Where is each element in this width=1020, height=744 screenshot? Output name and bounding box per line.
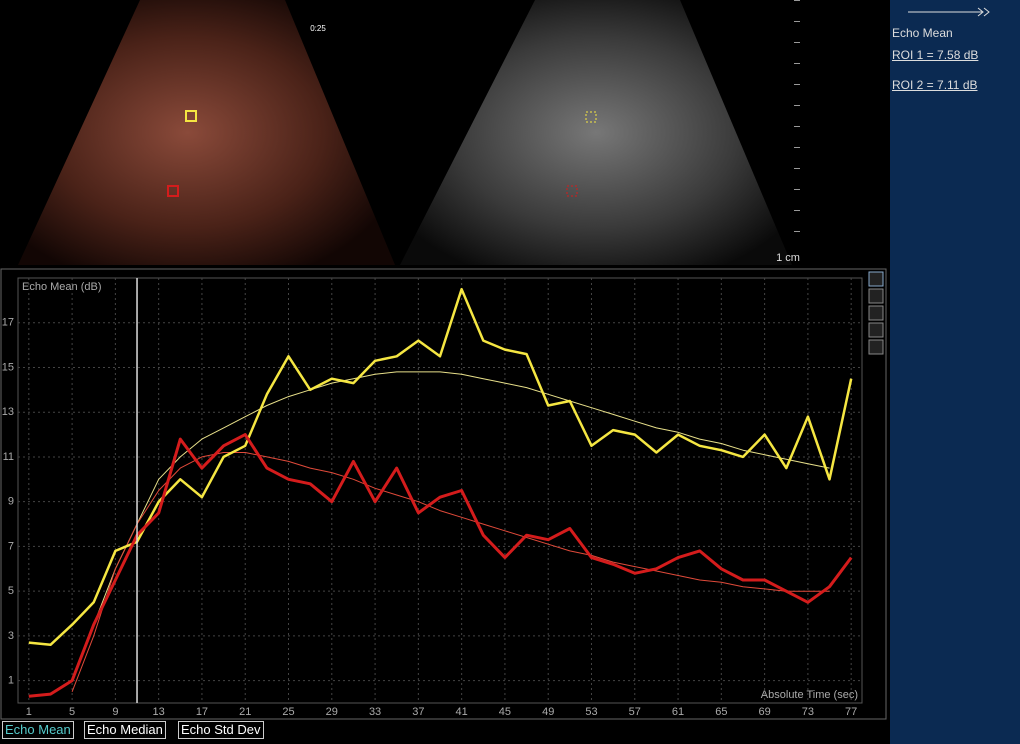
- roi-box: [167, 185, 179, 197]
- x-tick-label: 37: [412, 706, 424, 718]
- series-line: [28, 287, 853, 647]
- x-tick-label: 49: [542, 706, 554, 718]
- toolbar: [868, 271, 884, 355]
- y-tick-label: 11: [3, 451, 14, 463]
- roi-link[interactable]: ROI 2 = 7.11 dB: [892, 78, 978, 92]
- y-tick-label: 3: [8, 630, 14, 642]
- tab[interactable]: Echo Median: [84, 721, 166, 739]
- y-tick-label: 9: [8, 496, 14, 508]
- roi-box: [566, 185, 578, 197]
- x-tick-label: 61: [672, 706, 684, 718]
- series-line: [71, 452, 830, 692]
- x-tick-label: 13: [153, 706, 165, 718]
- y-tick-label: 1: [8, 675, 14, 687]
- side-panel: Echo Mean ROI 1 = 7.58 dB ROI 2 = 7.11 d…: [890, 0, 1020, 744]
- bmode-image: [400, 0, 792, 265]
- y-tick-label: 15: [2, 361, 14, 373]
- chart: Echo Mean (dB) Absolute Time (sec) 13579…: [0, 268, 887, 720]
- plot-frame: [17, 277, 863, 704]
- x-tick-label: 33: [369, 706, 381, 718]
- contrast-image: [18, 0, 395, 265]
- panel-title: Echo Mean: [892, 26, 953, 40]
- roi-link[interactable]: ROI 1 = 7.58 dB: [892, 48, 979, 62]
- x-tick-label: 69: [758, 706, 770, 718]
- x-tick-label: 17: [196, 706, 208, 718]
- ultrasound-views: 0:25 1 cm: [18, 0, 800, 265]
- tool-button[interactable]: [868, 271, 884, 287]
- x-tick-label: 57: [629, 706, 641, 718]
- tool-button[interactable]: [868, 339, 884, 355]
- x-tick-label: 9: [112, 706, 118, 718]
- y-tick-label: 17: [2, 317, 14, 329]
- roi-box: [185, 110, 197, 122]
- roi-box: [585, 111, 597, 123]
- tab[interactable]: Echo Std Dev: [178, 721, 264, 739]
- y-tick-label: 7: [8, 540, 14, 552]
- y-tick-label: 5: [8, 585, 14, 597]
- x-tick-label: 73: [802, 706, 814, 718]
- series-line: [71, 371, 830, 681]
- x-tick-label: 29: [326, 706, 338, 718]
- x-tick-label: 25: [282, 706, 294, 718]
- x-tick-label: 21: [239, 706, 251, 718]
- x-tick-label: 45: [499, 706, 511, 718]
- tool-button[interactable]: [868, 322, 884, 338]
- x-tick-label: 53: [585, 706, 597, 718]
- scale-label: 1 cm: [776, 252, 800, 264]
- tab[interactable]: Echo Mean: [2, 721, 74, 739]
- x-axis-label: Absolute Time (sec): [761, 689, 858, 701]
- y-tick-label: 13: [2, 406, 14, 418]
- tool-button[interactable]: [868, 305, 884, 321]
- x-tick-label: 5: [69, 706, 75, 718]
- x-tick-label: 41: [456, 706, 468, 718]
- series-line: [28, 433, 853, 698]
- chart-frame: [0, 268, 887, 720]
- timestamp: 0:25: [310, 24, 326, 33]
- x-tick-label: 1: [26, 706, 32, 718]
- x-tick-label: 77: [845, 706, 857, 718]
- y-axis-label: Echo Mean (dB): [22, 281, 101, 293]
- tool-button[interactable]: [868, 288, 884, 304]
- arrow-icon: [908, 7, 990, 17]
- x-tick-label: 65: [715, 706, 727, 718]
